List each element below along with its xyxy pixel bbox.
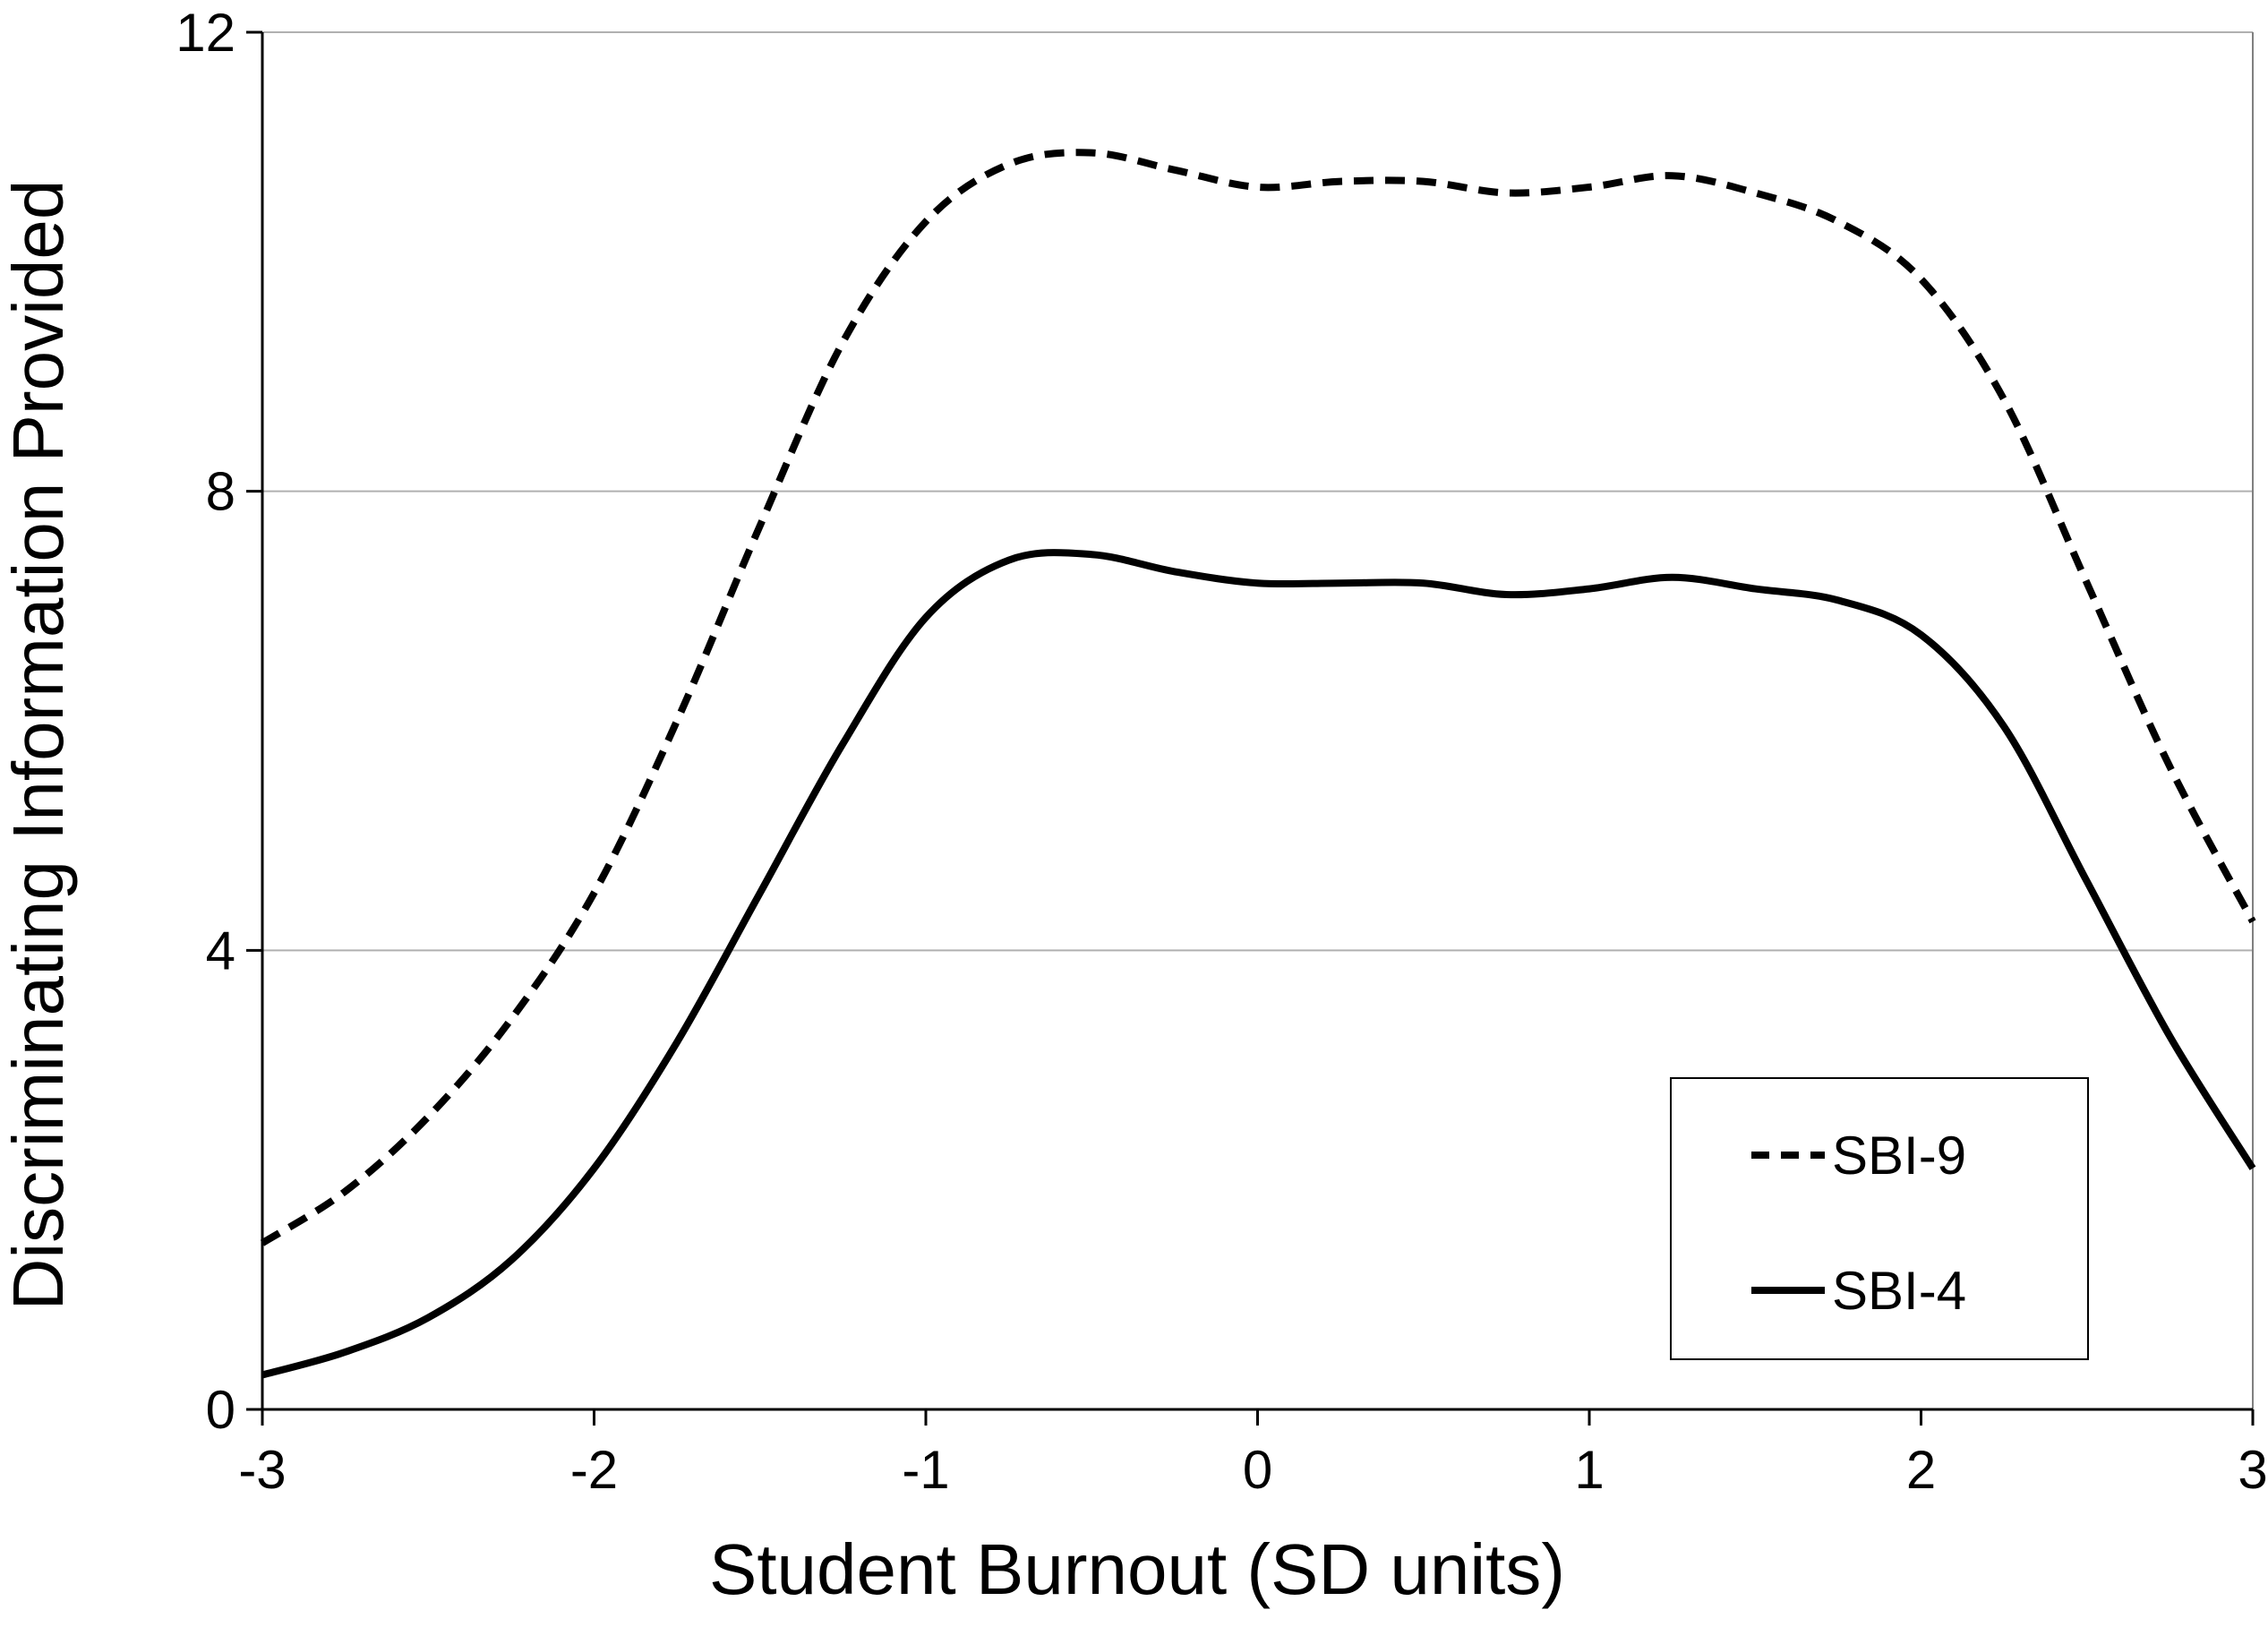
series-line-sbi-9 (260, 149, 2256, 1246)
y-tick-label-4: 4 (206, 921, 235, 980)
y-tick-label-8: 8 (206, 462, 235, 522)
legend: SBI-9 SBI-4 (1670, 1077, 2089, 1360)
legend-label-sbi-9: SBI-9 (1832, 1126, 1966, 1186)
x-axis-title: Student Burnout (SD units) (709, 1529, 1565, 1609)
series-lines (260, 149, 2256, 1379)
legend-label-sbi-4: SBI-4 (1832, 1261, 1966, 1321)
y-tick-label-0: 0 (206, 1380, 235, 1440)
series-line-sbi-4 (261, 549, 2256, 1379)
y-tick-label-12: 12 (175, 3, 235, 63)
x-tick-label--2: -2 (570, 1440, 618, 1500)
x-tick-label--1: -1 (902, 1440, 949, 1500)
y-axis-title: Discriminating Information Provided (0, 180, 78, 1311)
x-tick-label-3: 3 (2238, 1440, 2267, 1500)
x-tick-label-0: 0 (1243, 1440, 1272, 1500)
gridlines (262, 31, 2253, 952)
x-tick-label--3: -3 (238, 1440, 286, 1500)
x-tick-label-2: 2 (1906, 1440, 1936, 1500)
legend-box (1670, 1077, 2089, 1360)
x-tick-label-1: 1 (1574, 1440, 1604, 1500)
